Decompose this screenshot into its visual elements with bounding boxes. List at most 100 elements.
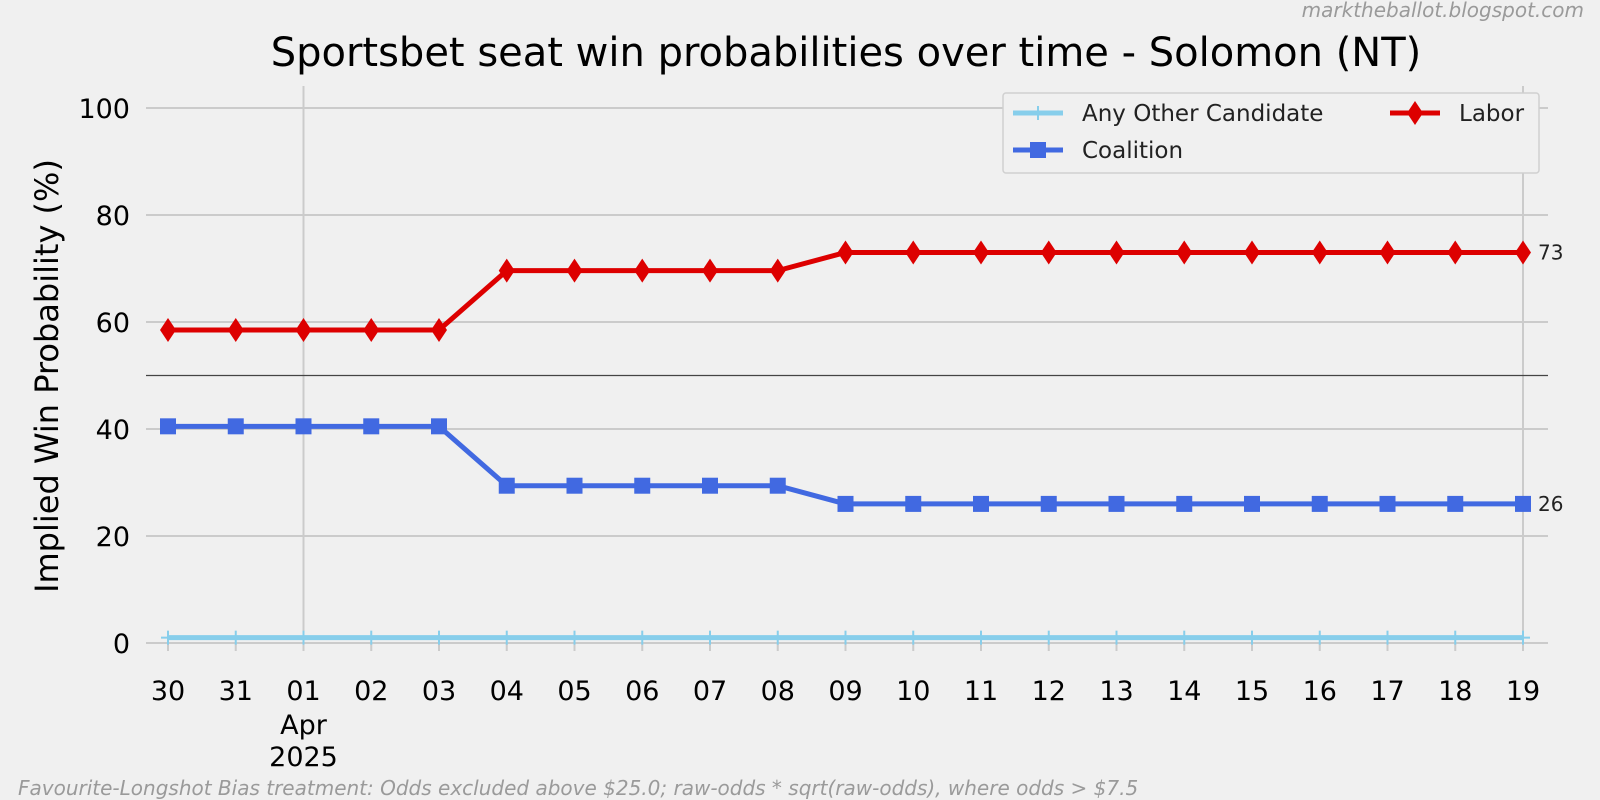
data-point [498,258,515,283]
data-point [769,477,786,494]
data-point [295,418,312,435]
data-point [973,240,989,265]
data-point [431,418,447,435]
end-value-label: 26 [1538,492,1563,516]
x-tick-label: 13 [1099,676,1133,707]
data-point [1040,240,1057,265]
y-tick-label: 20 [96,522,130,553]
data-point [363,318,380,343]
data-point [837,240,854,265]
end-value-label: 73 [1538,240,1563,264]
data-point [161,630,175,645]
data-point [702,477,718,494]
legend-label: Coalition [1082,138,1183,164]
x-tick-label: 16 [1303,676,1337,707]
data-point [1108,495,1125,512]
legend-item: Labor [1390,101,1525,127]
axis-ticks: 0 20 40 60 80 100 30 31 01 02 03 04 05 06 07 08 09 10 11 12… [78,94,1540,773]
x-tick-label: 07 [693,676,727,707]
series-any-other-candidate [161,630,1530,645]
x-tick-label: 30 [151,676,185,707]
data-point [160,418,176,435]
data-point [1040,495,1057,512]
data-point [1448,630,1463,645]
x-tick-label: 11 [964,676,998,707]
data-point [363,418,380,435]
x-tick-label: 02 [354,676,388,707]
data-point [296,630,311,645]
data-point [1516,630,1530,645]
x-tick-label: 06 [625,676,659,707]
data-point [432,630,446,645]
data-point [295,318,312,343]
data-point [973,495,989,512]
square-marker [1030,142,1046,158]
data-point [1379,495,1396,512]
x-tick-label: 14 [1167,676,1201,707]
data-point [228,630,243,645]
data-point [1312,630,1327,645]
data-point [703,630,717,645]
series: 26 73 [160,240,1563,645]
y-tick-label: 80 [96,201,130,232]
data-point [1108,240,1125,265]
data-point [499,630,514,645]
y-tick-label: 0 [113,629,130,660]
data-point [1176,240,1193,265]
data-point [635,630,650,645]
data-point [567,630,582,645]
data-point [769,258,786,283]
data-point [634,258,651,283]
x-year-label: 2025 [269,742,338,773]
data-point [1379,240,1396,265]
x-tick-label: 01 [286,676,320,707]
data-point [1245,630,1259,645]
data-point [566,258,583,283]
data-point [837,495,854,512]
x-tick-label: 09 [828,676,862,707]
x-month-label: Apr [280,710,328,741]
diamond-marker [1407,101,1423,125]
x-tick-label: 04 [490,676,524,707]
y-axis-label: Implied Win Probability (%) [28,159,66,593]
data-point [1515,240,1531,265]
data-point [1311,495,1328,512]
data-point [227,418,244,435]
x-tick-label: 05 [557,676,591,707]
series-line [168,423,1523,507]
data-point [1380,630,1395,645]
data-point [905,495,922,512]
legend-item: Any Other Candidate [1013,101,1323,127]
grid [146,86,1548,644]
data-point [770,630,785,645]
data-point [1244,495,1260,512]
y-tick-label: 40 [96,415,130,446]
data-point [1311,240,1328,265]
y-tick-label: 100 [78,94,130,125]
data-point [838,630,853,645]
data-point [160,318,176,343]
data-point [1447,495,1464,512]
x-tick-label: 10 [896,676,930,707]
y-tick-label: 60 [96,308,130,339]
data-point [1176,495,1193,512]
data-point [364,630,379,645]
x-tick-label: 15 [1235,676,1269,707]
chart-title: Sportsbet seat win probabilities over ti… [271,30,1422,76]
data-point [1177,630,1192,645]
x-tick-label: 19 [1506,676,1540,707]
data-point [974,630,988,645]
data-point [634,477,651,494]
x-tick-label: 31 [219,676,253,707]
x-tick-label: 12 [1032,676,1066,707]
legend-item: Coalition [1013,138,1183,164]
plus-marker [1031,106,1045,120]
watermark: marktheballot.blogspot.com [1302,0,1584,22]
series-labor: 73 [160,240,1563,343]
data-point [1244,240,1260,265]
data-point [906,630,921,645]
data-point [702,258,718,283]
data-point [1109,630,1124,645]
data-point [1041,630,1056,645]
